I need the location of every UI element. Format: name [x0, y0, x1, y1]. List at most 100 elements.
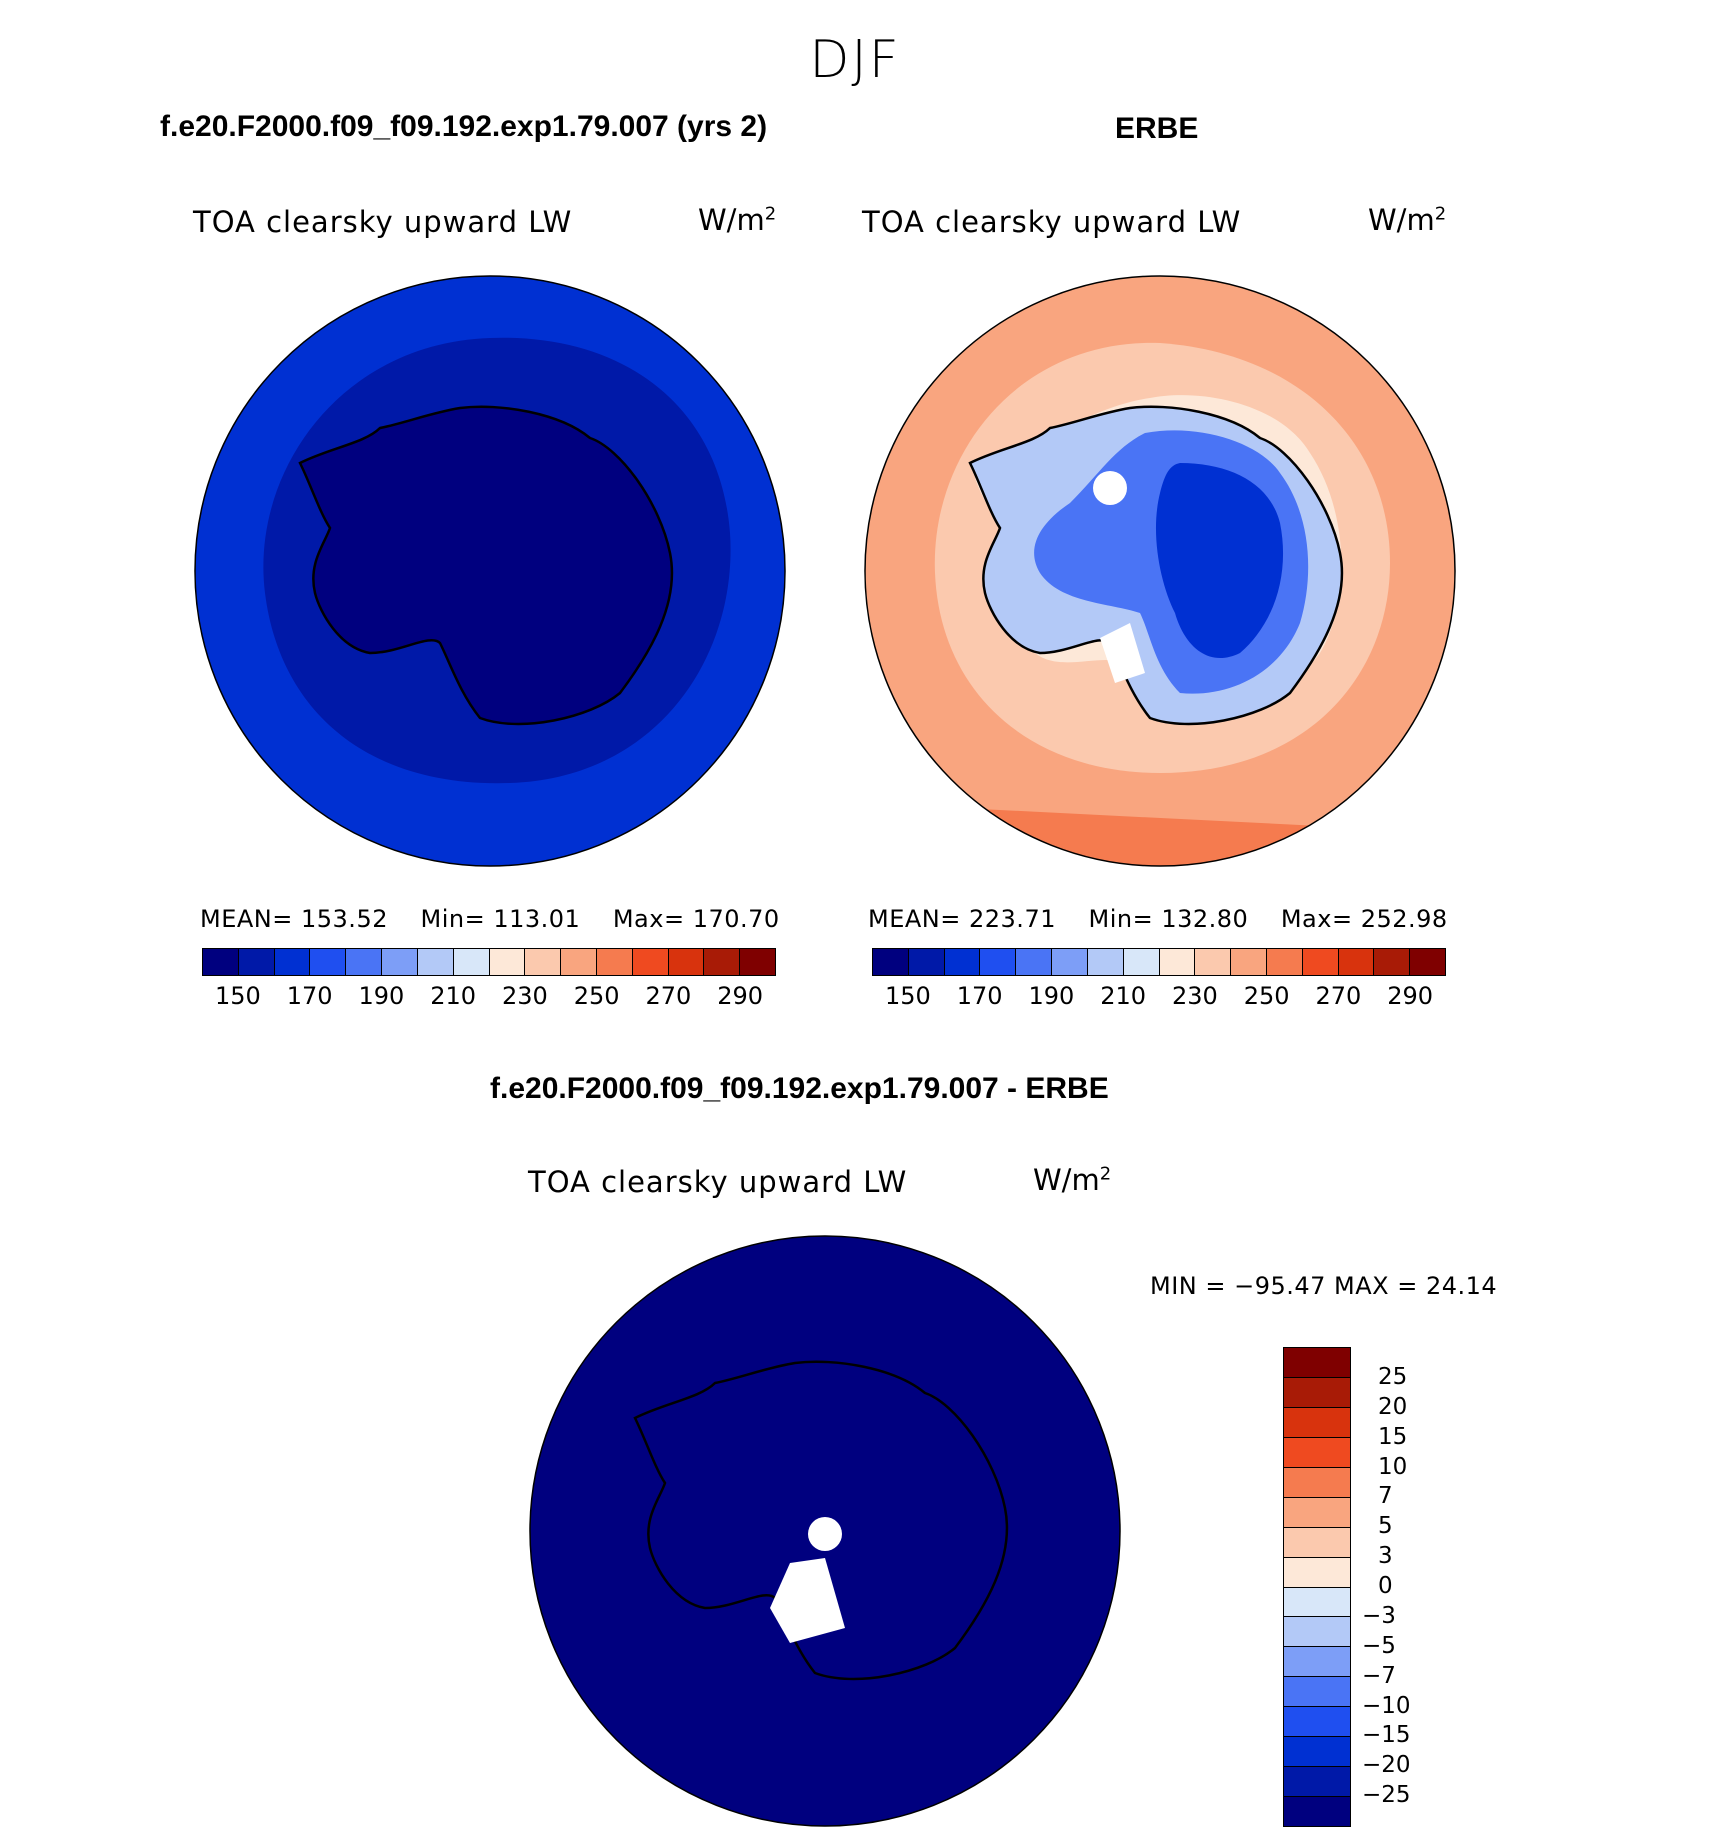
colorbar-tick-label: 270: [1315, 982, 1362, 1010]
colorbar-swatch: [1284, 1407, 1350, 1438]
colorbar-tick-label: 190: [358, 982, 405, 1010]
colorbar-swatch: [1284, 1707, 1350, 1738]
colorbar-tick-label: 250: [1243, 982, 1290, 1010]
diff-case-title: f.e20.F2000.f09_f09.192.exp1.79.007 - ER…: [490, 1072, 1109, 1105]
colorbar-level-label: 3: [1378, 1543, 1393, 1570]
colorbar-level-label: −15: [1362, 1722, 1411, 1749]
colorbar-swatch: [489, 949, 526, 975]
diff-polar-map: [529, 1235, 1121, 1827]
colorbar-swatch: [1284, 1437, 1350, 1468]
model-antarctica-land: [298, 405, 674, 726]
colorbar-swatch: [525, 949, 562, 975]
panel-obs-colorbar-swatches: [872, 948, 1446, 976]
colorbar-swatch: [596, 949, 633, 975]
colorbar-tick-label: 150: [884, 982, 931, 1010]
colorbar-swatch: [1374, 949, 1411, 975]
colorbar-swatch: [203, 949, 239, 975]
colorbar-tick-label: 170: [956, 982, 1003, 1010]
colorbar-tick-label: 170: [286, 982, 333, 1010]
colorbar-swatch: [346, 949, 383, 975]
colorbar-tick-label: 290: [1387, 982, 1434, 1010]
colorbar-swatch: [632, 949, 669, 975]
colorbar-swatch: [1195, 949, 1232, 975]
colorbar-swatch: [873, 949, 909, 975]
colorbar-level-label: −25: [1362, 1782, 1411, 1809]
panel-model-colorbar: 150 170 190 210 230 250 270 290: [202, 948, 776, 1010]
colorbar-level-label: 7: [1378, 1483, 1393, 1510]
colorbar-level-label: −5: [1362, 1632, 1396, 1659]
colorbar-swatch: [453, 949, 490, 975]
panel-obs-case-title: ERBE: [1115, 112, 1199, 145]
diff-colorbar: [1283, 1347, 1351, 1827]
colorbar-swatch: [908, 949, 945, 975]
colorbar-swatch: [382, 949, 418, 975]
panel-model-case-title: f.e20.F2000.f09_f09.192.exp1.79.007 (yrs…: [160, 110, 768, 143]
panel-model-variable-label: TOA clearsky upward LW: [193, 205, 573, 239]
colorbar-level-label: −3: [1362, 1602, 1396, 1629]
colorbar-swatch: [1284, 1647, 1350, 1678]
colorbar-tick-label: 190: [1028, 982, 1075, 1010]
colorbar-tick-label: 270: [645, 982, 692, 1010]
colorbar-level-label: −20: [1362, 1752, 1411, 1779]
colorbar-swatch: [417, 949, 454, 975]
colorbar-swatch: [1284, 1527, 1350, 1558]
panel-model-colorbar-swatches: [202, 948, 776, 976]
colorbar-swatch: [1284, 1497, 1350, 1528]
colorbar-tick-label: 250: [573, 982, 620, 1010]
colorbar-tick-label: 230: [1171, 982, 1218, 1010]
panel-model-colorbar-ticks: 150 170 190 210 230 250 270 290: [202, 976, 776, 1010]
colorbar-tick-label: 230: [501, 982, 548, 1010]
colorbar-swatch: [310, 949, 347, 975]
colorbar-swatch: [238, 949, 275, 975]
colorbar-swatch: [1302, 949, 1339, 975]
panel-obs-units: W/m2: [1368, 203, 1447, 237]
colorbar-swatch: [668, 949, 705, 975]
diff-colorbar-swatches: [1283, 1347, 1351, 1827]
panel-model-stats: MEAN= 153.52 Min= 113.01 Max= 170.70: [200, 905, 780, 933]
colorbar-swatch: [1284, 1557, 1350, 1588]
colorbar-tick-label: 290: [717, 982, 764, 1010]
colorbar-swatch: [1123, 949, 1160, 975]
colorbar-level-label: 0: [1378, 1573, 1393, 1599]
colorbar-swatch: [1284, 1797, 1350, 1826]
colorbar-swatch: [1284, 1737, 1350, 1768]
colorbar-swatch: [1284, 1348, 1350, 1378]
colorbar-swatch: [944, 949, 981, 975]
colorbar-level-label: −7: [1362, 1662, 1396, 1689]
colorbar-swatch: [1284, 1767, 1350, 1798]
colorbar-swatch: [980, 949, 1017, 975]
colorbar-swatch: [274, 949, 311, 975]
colorbar-swatch: [1231, 949, 1267, 975]
colorbar-swatch: [1159, 949, 1196, 975]
colorbar-swatch: [1284, 1617, 1350, 1648]
obs-pole-hole: [1093, 471, 1127, 505]
colorbar-level-label: 10: [1378, 1453, 1408, 1480]
colorbar-swatch: [1410, 949, 1445, 975]
colorbar-level-label: 20: [1378, 1393, 1408, 1420]
colorbar-level-label: 15: [1378, 1423, 1408, 1450]
colorbar-tick-label: 210: [1100, 982, 1147, 1010]
colorbar-tick-label: 150: [214, 982, 261, 1010]
panel-model-units: W/m2: [698, 203, 777, 237]
panel-obs-variable-label: TOA clearsky upward LW: [862, 205, 1242, 239]
colorbar-tick-label: 210: [430, 982, 477, 1010]
panel-model-polar-map: [194, 275, 786, 867]
diff-units: W/m2: [1033, 1163, 1112, 1197]
figure-title: DJF: [809, 30, 901, 90]
colorbar-swatch: [1016, 949, 1053, 975]
obs-deep-blue: [1155, 463, 1284, 659]
colorbar-swatch: [1087, 949, 1124, 975]
diff-variable-label: TOA clearsky upward LW: [528, 1165, 908, 1199]
colorbar-swatch: [1284, 1587, 1350, 1618]
colorbar-level-label: −10: [1362, 1692, 1411, 1719]
colorbar-swatch: [561, 949, 597, 975]
diff-colorbar-labels: 25 20 15 10 7 5 3 0 −3 −5 −7 −10 −15 −20 −25: [1362, 1347, 1442, 1825]
diff-missing-wedge: [770, 1558, 845, 1643]
colorbar-level-label: 5: [1378, 1513, 1393, 1540]
colorbar-swatch: [704, 949, 741, 975]
colorbar-swatch: [1052, 949, 1088, 975]
colorbar-swatch: [1284, 1467, 1350, 1498]
colorbar-swatch: [1266, 949, 1303, 975]
panel-obs-polar-map: [864, 275, 1456, 867]
colorbar-swatch: [740, 949, 775, 975]
